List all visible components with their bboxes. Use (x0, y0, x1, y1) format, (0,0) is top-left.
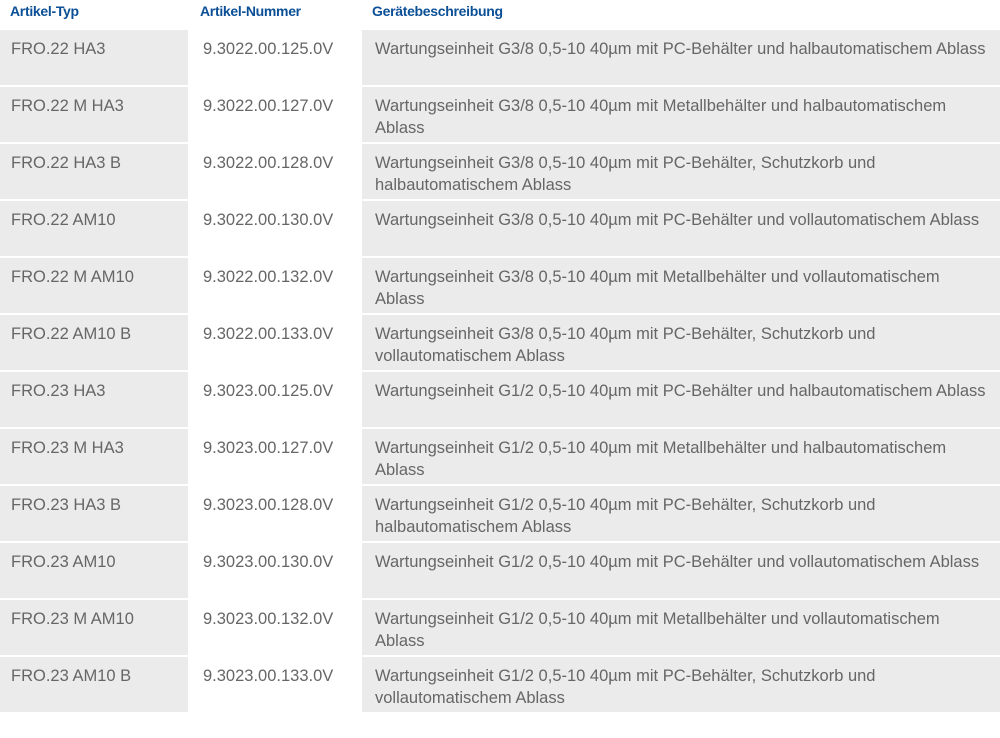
cell-beschreibung: Wartungseinheit G1/2 0,5-10 40µm mit PC-… (362, 657, 1000, 714)
cell-artikel-nummer: 9.3022.00.132.0V (190, 258, 362, 315)
table-row: FRO.22 AM10 B 9.3022.00.133.0V Wartungsein… (0, 315, 1000, 372)
cell-beschreibung: Wartungseinheit G3/8 0,5-10 40µm mit PC-… (362, 201, 1000, 258)
table-row: FRO.23 HA3 9.3023.00.125.0V Wartungseinhei… (0, 372, 1000, 429)
table-row: FRO.23 AM10 B 9.3023.00.133.0V Wartungsein… (0, 657, 1000, 714)
cell-artikel-nummer: 9.3023.00.133.0V (190, 657, 362, 714)
cell-beschreibung: Wartungseinheit G3/8 0,5-10 40µm mit PC-… (362, 30, 1000, 87)
cell-artikel-nummer: 9.3023.00.132.0V (190, 600, 362, 657)
cell-artikel-nummer: 9.3022.00.125.0V (190, 30, 362, 87)
cell-artikel-typ: FRO.22 HA3 (0, 30, 190, 87)
cell-artikel-typ: FRO.23 HA3 (0, 372, 190, 429)
cell-artikel-nummer: 9.3023.00.128.0V (190, 486, 362, 543)
cell-artikel-nummer: 9.3023.00.125.0V (190, 372, 362, 429)
table-row: FRO.22 AM10 9.3022.00.130.0V Wartungseinhe… (0, 201, 1000, 258)
table-row: FRO.22 M AM10 9.3022.00.132.0V Wartungsein… (0, 258, 1000, 315)
cell-artikel-typ: FRO.22 M HA3 (0, 87, 190, 144)
cell-artikel-typ: FRO.22 HA3 B (0, 144, 190, 201)
table-row: FRO.23 M HA3 9.3023.00.127.0V Wartungseinh… (0, 429, 1000, 486)
cell-artikel-nummer: 9.3022.00.128.0V (190, 144, 362, 201)
cell-artikel-typ: FRO.22 M AM10 (0, 258, 190, 315)
table-row: FRO.22 HA3 9.3022.00.125.0V Wartungseinhei… (0, 30, 1000, 87)
cell-artikel-typ: FRO.23 HA3 B (0, 486, 190, 543)
cell-beschreibung: Wartungseinheit G3/8 0,5-10 40µm mit Met… (362, 87, 1000, 144)
cell-artikel-typ: FRO.23 M AM10 (0, 600, 190, 657)
cell-artikel-nummer: 9.3022.00.133.0V (190, 315, 362, 372)
table-row: FRO.23 AM10 9.3023.00.130.0V Wartungseinhe… (0, 543, 1000, 600)
cell-artikel-typ: FRO.22 AM10 (0, 201, 190, 258)
header-beschreibung: Gerätebeschreibung (362, 0, 1000, 30)
product-table: Artikel-Typ Artikel-Nummer Gerätebeschre… (0, 0, 1000, 714)
cell-beschreibung: Wartungseinheit G3/8 0,5-10 40µm mit PC-… (362, 315, 1000, 372)
cell-artikel-typ: FRO.22 AM10 B (0, 315, 190, 372)
cell-artikel-typ: FRO.23 AM10 (0, 543, 190, 600)
header-row: Artikel-Typ Artikel-Nummer Gerätebeschre… (0, 0, 1000, 30)
table-row: FRO.22 M HA3 9.3022.00.127.0V Wartungseinh… (0, 87, 1000, 144)
cell-artikel-nummer: 9.3022.00.127.0V (190, 87, 362, 144)
cell-beschreibung: Wartungseinheit G1/2 0,5-10 40µm mit PC-… (362, 543, 1000, 600)
cell-beschreibung: Wartungseinheit G3/8 0,5-10 40µm mit PC-… (362, 144, 1000, 201)
cell-beschreibung: Wartungseinheit G1/2 0,5-10 40µm mit PC-… (362, 486, 1000, 543)
header-artikel-nummer: Artikel-Nummer (190, 0, 362, 30)
table-row: FRO.23 HA3 B 9.3023.00.128.0V Wartungseinh… (0, 486, 1000, 543)
header-artikel-typ: Artikel-Typ (0, 0, 190, 30)
table-row: FRO.23 M AM10 9.3023.00.132.0V Wartungsein… (0, 600, 1000, 657)
cell-artikel-typ: FRO.23 AM10 B (0, 657, 190, 714)
cell-artikel-nummer: 9.3023.00.130.0V (190, 543, 362, 600)
cell-artikel-nummer: 9.3022.00.130.0V (190, 201, 362, 258)
cell-beschreibung: Wartungseinheit G1/2 0,5-10 40µm mit Met… (362, 600, 1000, 657)
table-row: FRO.22 HA3 B 9.3022.00.128.0V Wartungseinh… (0, 144, 1000, 201)
cell-beschreibung: Wartungseinheit G1/2 0,5-10 40µm mit Met… (362, 429, 1000, 486)
cell-artikel-typ: FRO.23 M HA3 (0, 429, 190, 486)
cell-beschreibung: Wartungseinheit G1/2 0,5-10 40µm mit PC-… (362, 372, 1000, 429)
cell-artikel-nummer: 9.3023.00.127.0V (190, 429, 362, 486)
cell-beschreibung: Wartungseinheit G3/8 0,5-10 40µm mit Met… (362, 258, 1000, 315)
